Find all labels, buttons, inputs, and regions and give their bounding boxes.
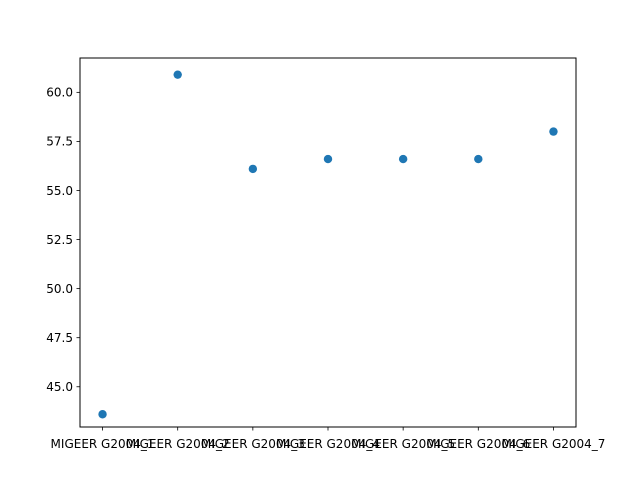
y-tick-label: 47.5	[46, 331, 73, 345]
x-tick-label: MIGEER G2004_7	[501, 437, 605, 451]
x-tick-label: MIGEER G2004_1	[51, 437, 155, 451]
data-point	[173, 70, 182, 79]
y-tick-label: 52.5	[46, 233, 73, 247]
data-point	[474, 154, 483, 164]
data-point	[98, 410, 107, 419]
plot-area-frame	[79, 57, 577, 428]
x-tick-label: MIGEER G2004_6	[426, 437, 530, 451]
data-point	[398, 154, 408, 164]
data-points	[98, 70, 558, 419]
x-tick-label: MIGEER G2004_3	[201, 437, 305, 451]
y-tick-label: 45.0	[46, 380, 73, 394]
x-tick-label: MIGEER G2004_4	[276, 437, 380, 451]
y-tick-label: 57.5	[46, 135, 73, 149]
y-tick-label: 55.0	[46, 184, 73, 198]
y-tick-label: 60.0	[46, 86, 73, 100]
y-tick-label: 50.0	[46, 282, 73, 296]
y-axis-ticks: 45.0 47.5 50.0 52.5 55.0 57.5 60.0	[46, 86, 80, 394]
x-tick-label: MIGEER G2004_5	[351, 437, 455, 451]
x-tick-label: MIGEER G2004_2	[126, 437, 230, 451]
data-point	[323, 154, 333, 164]
data-point	[248, 164, 258, 174]
data-point	[549, 127, 558, 136]
